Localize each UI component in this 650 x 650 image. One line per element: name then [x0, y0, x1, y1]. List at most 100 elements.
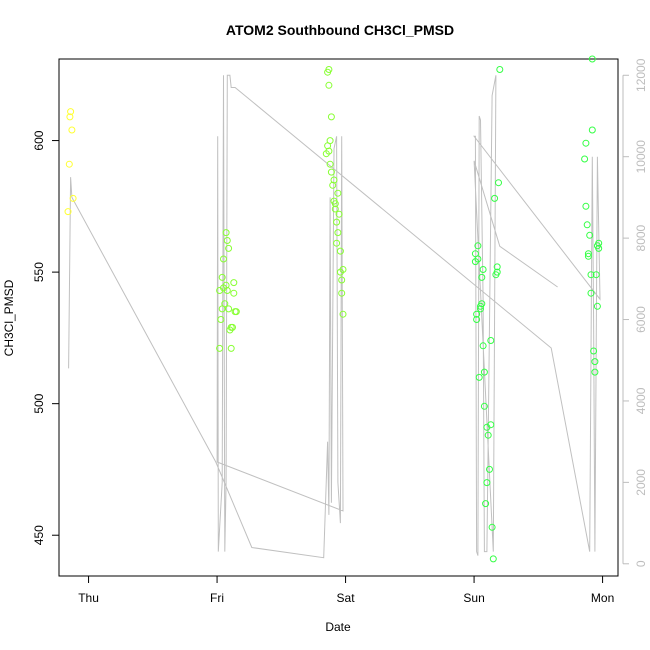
data-point: [493, 268, 501, 276]
data-point: [64, 208, 72, 216]
data-point: [338, 276, 346, 284]
x-tick-label: Sat: [337, 591, 356, 605]
data-point: [326, 137, 334, 145]
data-point: [225, 305, 233, 313]
data-point: [478, 273, 486, 281]
data-point: [230, 279, 238, 287]
data-point: [232, 308, 240, 316]
data-point: [590, 347, 598, 355]
data-point: [333, 218, 341, 226]
x-tick-label: Mon: [591, 591, 614, 605]
data-point: [595, 239, 603, 247]
data-point: [480, 368, 488, 376]
x-axis-label: Date: [325, 620, 351, 634]
data-point: [591, 358, 599, 366]
data-point: [66, 113, 74, 121]
data-point: [477, 305, 484, 313]
y2-tick-label: 8000: [634, 224, 648, 251]
data-point: [225, 244, 233, 252]
data-point: [221, 300, 229, 308]
data-point: [483, 479, 491, 487]
data-point: [473, 316, 481, 323]
data-point: [229, 323, 236, 331]
y-tick-label: 500: [32, 393, 46, 413]
data-point: [222, 281, 230, 289]
data-point: [493, 263, 501, 271]
data-point: [338, 289, 346, 297]
data-point: [480, 402, 488, 410]
data-point: [335, 210, 343, 218]
data-point: [479, 266, 487, 273]
x-axis: Thu Fri Sat Sun Mon: [78, 576, 614, 605]
y2-tick-label: 2000: [634, 469, 648, 496]
data-point: [593, 302, 601, 310]
data-point: [217, 316, 225, 323]
data-point: [488, 523, 496, 531]
data-point: [322, 150, 330, 158]
data-point: [330, 176, 338, 184]
data-point: [223, 237, 231, 244]
data-point: [339, 310, 347, 318]
chart-title: ATOM2 Southbound CH3Cl_PMSD: [226, 22, 454, 38]
data-point: [220, 255, 227, 263]
line-layer: [68, 74, 601, 559]
data-point: [223, 287, 231, 294]
data-point: [482, 500, 490, 508]
data-point: [586, 231, 594, 239]
data-point: [587, 271, 595, 279]
y2-tick-label: 10000: [634, 140, 648, 174]
data-point: [489, 555, 497, 563]
data-point: [218, 273, 226, 281]
plot-frame: [58, 58, 619, 577]
y2-tick-label: 6000: [634, 306, 648, 333]
data-point: [222, 229, 230, 237]
y-tick-label: 600: [32, 130, 46, 150]
point-layer: [64, 55, 603, 563]
x-tick-label: Sun: [463, 591, 484, 605]
data-point: [473, 310, 481, 318]
data-point: [478, 300, 486, 308]
data-point: [588, 126, 596, 134]
data-point: [491, 194, 499, 202]
data-point: [496, 66, 504, 73]
data-point: [582, 202, 590, 210]
data-point: [581, 155, 589, 163]
data-point: [331, 205, 339, 213]
data-point: [334, 229, 342, 237]
data-point: [327, 168, 335, 176]
data-point: [583, 221, 591, 229]
data-point: [592, 271, 600, 279]
data-point: [331, 200, 339, 208]
data-point: [487, 337, 495, 344]
data-point: [588, 55, 596, 63]
data-point: [486, 465, 493, 473]
x-tick-label: Thu: [78, 591, 99, 605]
data-point: [69, 194, 77, 202]
data-point: [216, 344, 224, 352]
data-point: [65, 160, 73, 168]
y2-tick-label: 0: [634, 560, 648, 567]
data-point: [227, 344, 235, 352]
data-point: [479, 342, 487, 350]
y-tick-label: 450: [32, 525, 46, 545]
data-point: [591, 368, 599, 376]
data-point: [584, 252, 592, 260]
data-point: [336, 247, 344, 255]
data-point: [474, 242, 482, 250]
data-point: [484, 431, 492, 439]
data-point: [475, 373, 483, 381]
data-point: [68, 126, 76, 134]
data-point: [495, 179, 502, 187]
data-point: [584, 250, 592, 258]
y-axis-label: CH3Cl_PMSD: [2, 279, 16, 356]
y2-tick-label: 4000: [634, 387, 648, 414]
data-point: [325, 66, 333, 73]
data-point: [339, 266, 347, 273]
data-point: [327, 113, 335, 121]
y2-axis: 0 2000 4000 6000 8000 10000 12000: [622, 58, 648, 567]
data-point: [326, 160, 334, 168]
data-point: [595, 244, 603, 252]
data-point: [587, 289, 595, 297]
data-point: [333, 239, 341, 247]
